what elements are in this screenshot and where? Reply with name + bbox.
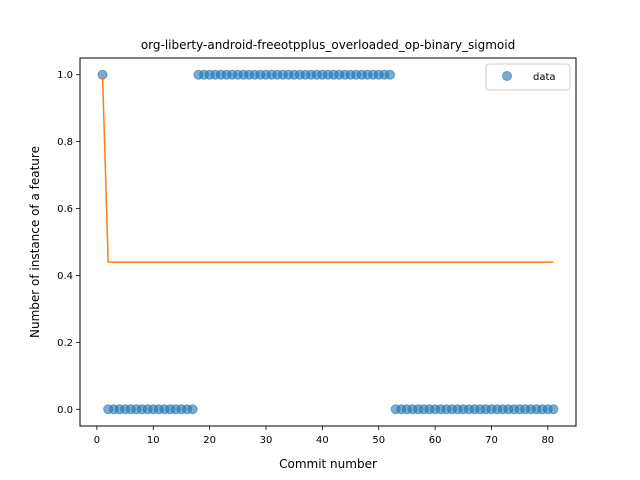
data-point [187, 404, 198, 415]
data-point [385, 69, 395, 80]
fit-line [101, 74, 554, 263]
legend-box [485, 63, 571, 91]
plot-frame [79, 57, 577, 427]
x-tick-label: 20 [203, 435, 216, 446]
x-axis-ticks: 0 10 20 30 40 50 60 70 80 [94, 426, 554, 446]
y-tick-label: 0.8 [57, 137, 73, 148]
x-tick-label: 50 [372, 435, 385, 446]
y-tick-label: 0.0 [57, 405, 73, 416]
chart-title: org-liberty-android-freeotpplus_overload… [141, 38, 515, 52]
x-axis-label: Commit number [279, 457, 377, 471]
legend: data [485, 63, 571, 91]
x-tick-label: 30 [260, 435, 273, 446]
legend-label-data: data [533, 72, 556, 83]
x-tick-label: 70 [485, 435, 498, 446]
data-point [548, 404, 559, 415]
y-tick-label: 1.0 [57, 70, 73, 81]
plot-content [97, 69, 559, 415]
y-tick-label: 0.6 [57, 204, 73, 215]
y-axis-ticks: 0.0 0.2 0.4 0.6 0.8 1.0 [57, 70, 80, 416]
x-tick-label: 60 [429, 435, 442, 446]
legend-marker-data [502, 71, 512, 81]
x-tick-label: 40 [316, 435, 329, 446]
y-tick-label: 0.4 [57, 271, 73, 282]
x-tick-label: 10 [147, 435, 160, 446]
y-tick-label: 0.2 [57, 338, 73, 349]
x-tick-label: 80 [541, 435, 554, 446]
x-tick-label: 0 [94, 435, 100, 446]
y-axis-label: Number of instance of a feature [28, 146, 42, 338]
